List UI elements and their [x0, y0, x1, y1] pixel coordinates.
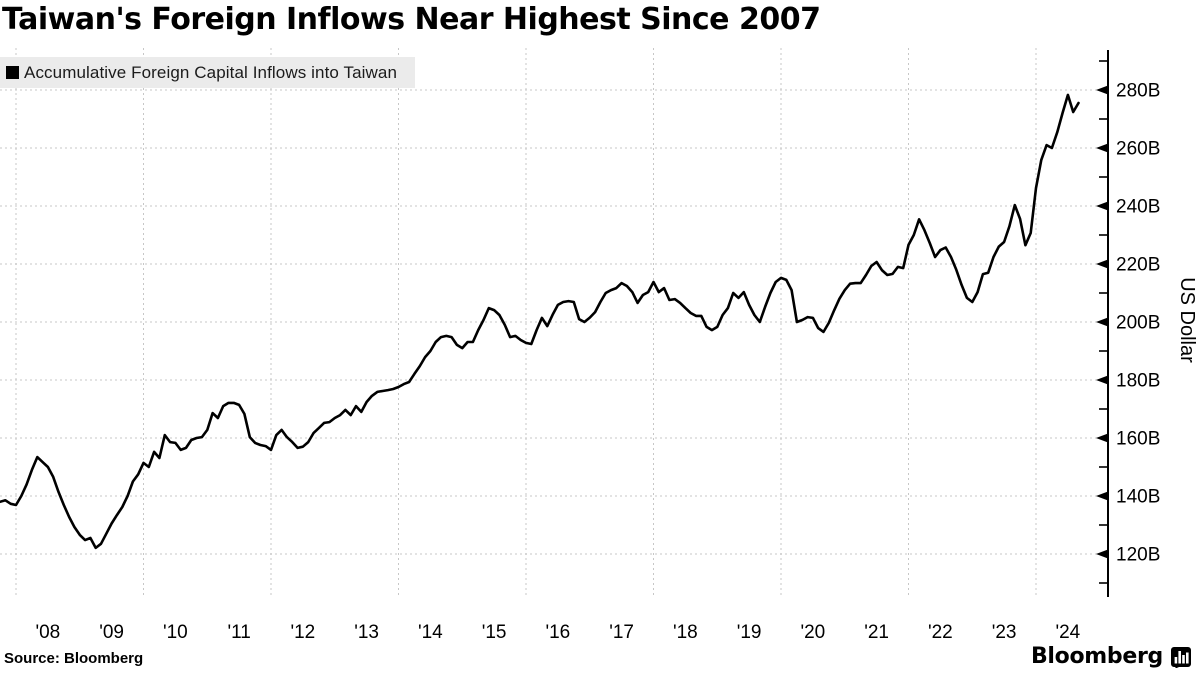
bloomberg-logo: Bloomberg	[1031, 644, 1192, 669]
y-tick-label: 180B	[1116, 371, 1160, 392]
legend-swatch-icon	[6, 66, 19, 79]
x-tick-label: '12	[290, 622, 315, 643]
x-tick-label: '21	[864, 622, 889, 643]
legend: Accumulative Foreign Capital Inflows int…	[0, 57, 415, 88]
y-axis-title: US Dollar	[1176, 277, 1198, 363]
x-tick-label: '15	[482, 622, 507, 643]
chart-title: Taiwan's Foreign Inflows Near Highest Si…	[2, 2, 821, 37]
x-tick-label: '14	[418, 622, 443, 643]
x-tick-label: '18	[673, 622, 698, 643]
x-tick-label: '17	[609, 622, 634, 643]
x-tick-label: '10	[163, 622, 188, 643]
source-note: Source: Bloomberg	[4, 650, 144, 667]
y-tick-label: 200B	[1116, 313, 1160, 334]
x-tick-label: '09	[99, 622, 124, 643]
y-tick-label: 120B	[1116, 545, 1160, 566]
y-tick-label: 260B	[1116, 139, 1160, 160]
x-tick-label: '08	[35, 622, 60, 643]
x-tick-label: '13	[354, 622, 379, 643]
legend-label: Accumulative Foreign Capital Inflows int…	[24, 62, 397, 82]
x-tick-label: '23	[992, 622, 1017, 643]
bloomberg-chart-icon	[1171, 646, 1191, 668]
x-tick-label: '24	[1055, 622, 1080, 643]
x-tick-label: '19	[737, 622, 762, 643]
x-tick-label: '20	[800, 622, 825, 643]
x-tick-label: '16	[545, 622, 570, 643]
y-tick-label: 280B	[1116, 81, 1160, 102]
y-tick-label: 140B	[1116, 487, 1160, 508]
x-tick-label: '22	[928, 622, 953, 643]
y-tick-label: 220B	[1116, 255, 1160, 276]
x-tick-label: '11	[227, 622, 250, 643]
y-tick-label: 240B	[1116, 197, 1160, 218]
y-tick-label: 160B	[1116, 429, 1160, 450]
bloomberg-wordmark: Bloomberg	[1030, 644, 1163, 669]
